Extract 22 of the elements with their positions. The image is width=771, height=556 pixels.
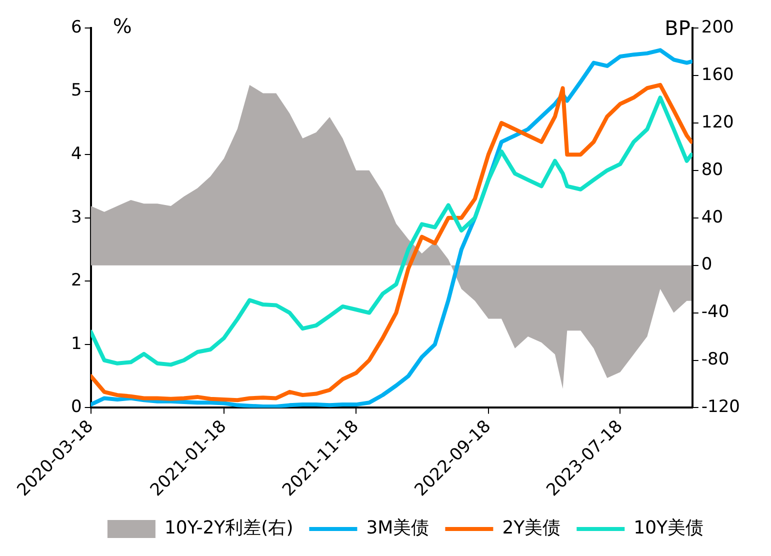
y2-tick-label: -40	[701, 302, 730, 322]
y-axis-title: %	[112, 14, 132, 38]
y2-tick-label: 200	[701, 17, 734, 38]
y2-tick-label: 160	[701, 64, 734, 85]
y2-tick-label: -80	[701, 350, 730, 370]
y2-tick-label: 120	[701, 112, 734, 132]
y-tick-label: 3	[70, 207, 82, 228]
legend-label: 10Y-2Y利差(右)	[164, 518, 294, 539]
y-tick-label: 6	[70, 17, 82, 38]
y2-tick-label: 0	[701, 254, 712, 275]
legend-label: 3M美债	[366, 518, 430, 539]
y-tick-label: 2	[70, 270, 82, 291]
y2-tick-label: 40	[701, 207, 724, 228]
legend-label: 2Y美债	[502, 518, 561, 539]
y-tick-label: 4	[70, 144, 82, 164]
y-tick-label: 5	[70, 80, 82, 101]
legend-label: 10Y美债	[634, 518, 704, 539]
y-tick-label: 1	[70, 334, 82, 354]
y2-tick-label: -120	[701, 397, 740, 418]
y2-tick-label: 80	[701, 160, 724, 180]
y-tick-label: 0	[70, 397, 82, 418]
y2-axis-title: BP	[664, 16, 690, 40]
